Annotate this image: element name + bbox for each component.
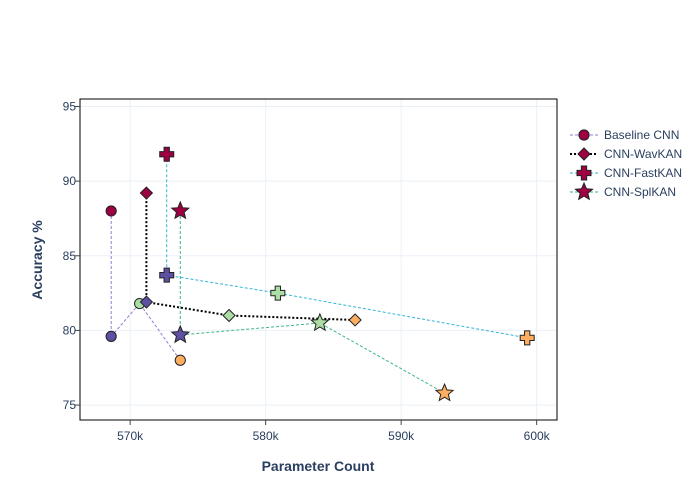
plot-frame bbox=[79, 98, 558, 421]
data-point-star[interactable] bbox=[170, 200, 191, 220]
y-tick-label: 85 bbox=[63, 249, 77, 263]
legend-marker-diamond[interactable] bbox=[577, 147, 591, 161]
legend-label: CNN-FastKAN bbox=[604, 166, 682, 180]
legend-item[interactable]: CNN-FastKAN bbox=[570, 165, 682, 181]
data-point-diamond[interactable] bbox=[348, 313, 362, 327]
y-tick-label: 75 bbox=[63, 398, 77, 412]
y-tick-label: 90 bbox=[63, 174, 77, 188]
data-point-cross[interactable] bbox=[519, 330, 535, 346]
data-point-cross[interactable] bbox=[159, 267, 175, 283]
data-point-star[interactable] bbox=[170, 324, 191, 344]
legend-marker-star[interactable] bbox=[574, 181, 594, 201]
legend[interactable]: Baseline CNN CNN-WavKAN CNN-FastKAN CNN-Spl… bbox=[570, 128, 682, 201]
x-axis-title: Parameter Count bbox=[262, 458, 375, 474]
data-point-circle[interactable] bbox=[174, 354, 186, 366]
series-markers bbox=[105, 146, 535, 402]
series-line bbox=[110, 211, 181, 361]
y-tick-label: 80 bbox=[63, 323, 77, 337]
data-point-diamond[interactable] bbox=[139, 295, 154, 309]
data-point-circle[interactable] bbox=[105, 330, 117, 342]
y-axis-title: Accuracy % bbox=[29, 220, 45, 300]
y-axis-ticks: 75 80 85 90 95 bbox=[63, 99, 80, 412]
x-tick-label: 570k bbox=[117, 429, 144, 443]
data-point-circle[interactable] bbox=[105, 205, 117, 217]
data-point-star[interactable] bbox=[310, 312, 330, 332]
legend-item[interactable]: CNN-SplKAN bbox=[570, 181, 676, 201]
legend-marker-circle[interactable] bbox=[578, 129, 590, 141]
data-point-star[interactable] bbox=[434, 382, 455, 402]
series-line bbox=[166, 154, 528, 339]
data-point-diamond[interactable] bbox=[139, 186, 154, 200]
x-tick-label: 590k bbox=[388, 429, 415, 443]
legend-item[interactable]: CNN-WavKAN bbox=[570, 147, 682, 161]
legend-marker-cross[interactable] bbox=[576, 165, 592, 181]
data-point-cross[interactable] bbox=[270, 285, 286, 301]
legend-label: CNN-SplKAN bbox=[604, 185, 676, 199]
legend-label: CNN-WavKAN bbox=[604, 147, 682, 161]
data-point-diamond[interactable] bbox=[222, 308, 236, 323]
x-tick-label: 600k bbox=[524, 429, 551, 443]
series-lines bbox=[110, 154, 528, 394]
series-line bbox=[179, 211, 445, 394]
x-axis-ticks: 570k 580k 590k 600k bbox=[117, 420, 551, 443]
x-tick-label: 580k bbox=[253, 429, 280, 443]
legend-item[interactable]: Baseline CNN bbox=[570, 128, 679, 142]
legend-label: Baseline CNN bbox=[604, 128, 679, 142]
data-point-cross[interactable] bbox=[159, 146, 175, 162]
y-tick-label: 95 bbox=[63, 99, 77, 113]
